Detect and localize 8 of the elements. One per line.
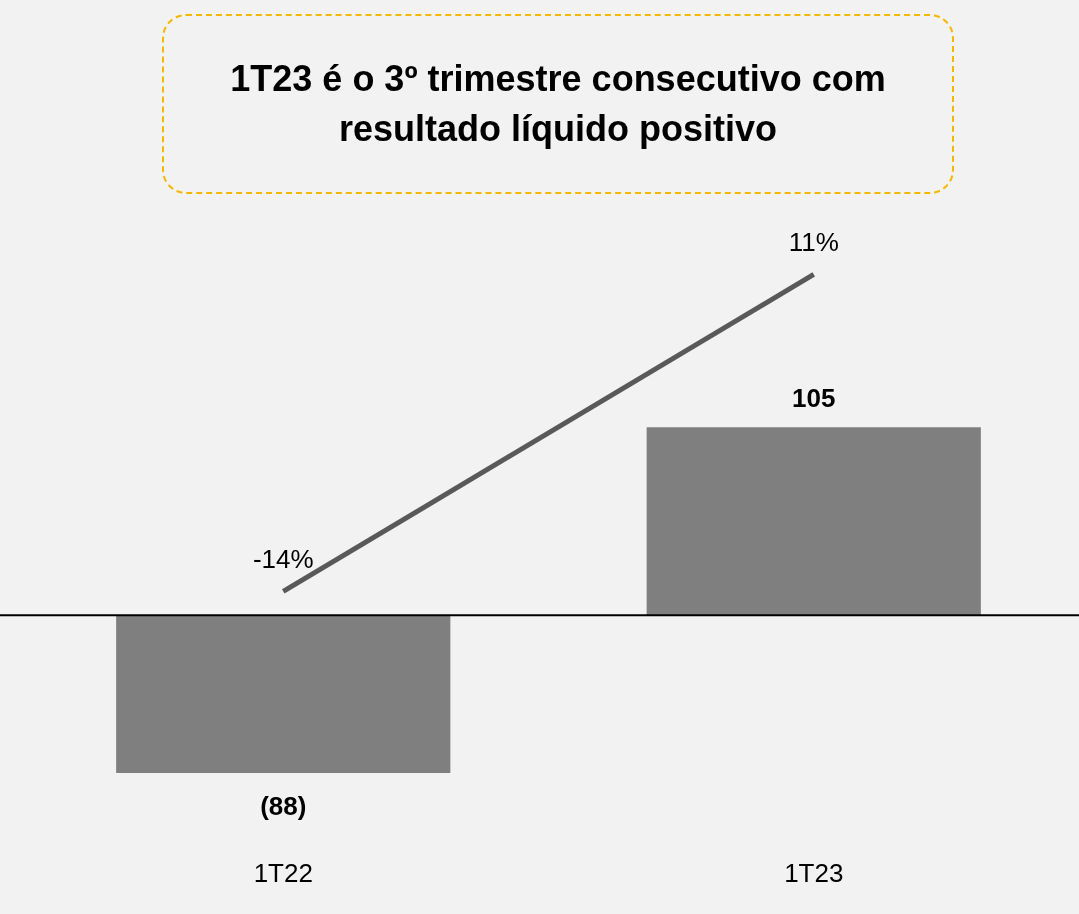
data-label: 105 (792, 383, 836, 414)
x-tick-label: 1T23 (784, 857, 844, 888)
data-label: 11% (788, 226, 839, 257)
dashed-frame: 1T23 é o 3º trimestre consecutivo com resultado líquido positivo (162, 14, 954, 194)
x-tick-label: 1T22 (253, 857, 313, 888)
data-label: -14% (252, 543, 314, 574)
chart-title: 1T23 é o 3º trimestre consecutivo com resultado líquido positivo (229, 57, 887, 151)
data-label: (88) (260, 791, 307, 822)
